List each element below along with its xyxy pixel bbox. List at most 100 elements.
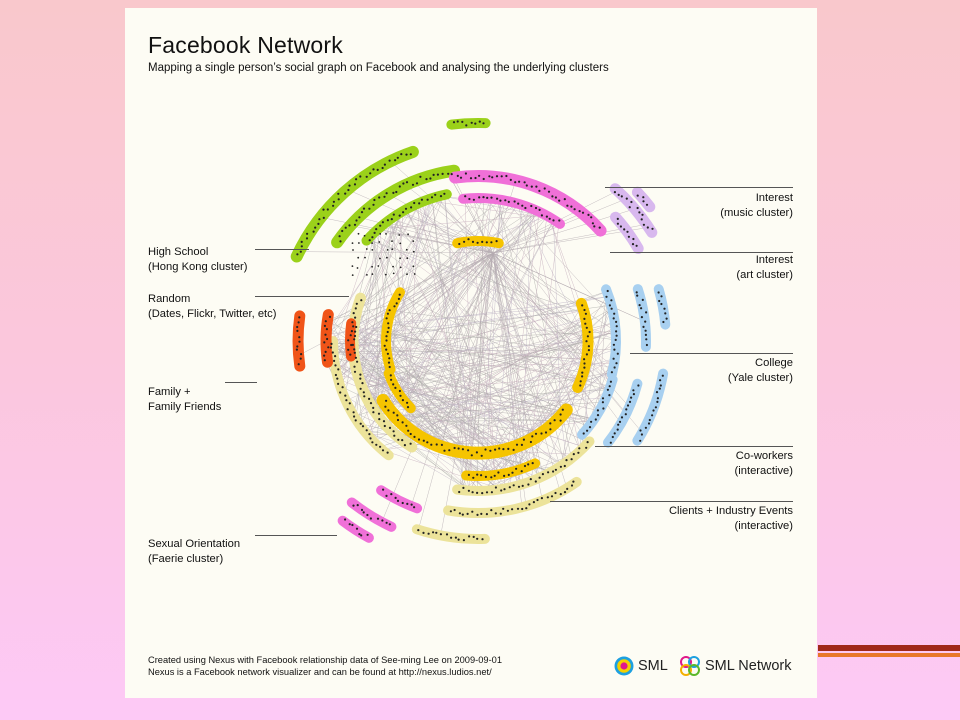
poster-subtitle: Mapping a single person’s social graph o…: [148, 62, 609, 74]
network-node: [512, 484, 515, 487]
network-node: [644, 333, 648, 336]
network-node: [395, 190, 398, 194]
network-node: [355, 302, 358, 305]
network-edge: [492, 252, 529, 465]
network-node: [524, 206, 527, 210]
network-node: [372, 411, 375, 414]
network-node: [299, 357, 302, 360]
network-edge: [369, 341, 587, 400]
network-node: [520, 470, 523, 473]
network-node: [364, 256, 366, 259]
network-node: [372, 406, 375, 409]
network-node: [665, 317, 668, 320]
network-node: [614, 338, 617, 341]
network-node: [615, 325, 618, 328]
network-node: [329, 346, 333, 349]
network-node: [615, 362, 618, 365]
network-node: [430, 196, 434, 199]
network-node: [531, 462, 534, 465]
network-node: [494, 512, 497, 515]
network-node: [507, 473, 510, 476]
network-edge: [389, 252, 494, 368]
network-node: [327, 346, 330, 349]
label-interest-music: Interest (music cluster): [720, 192, 793, 219]
network-node: [399, 394, 402, 397]
network-node: [381, 221, 384, 224]
network-node: [578, 447, 581, 450]
network-node: [609, 441, 612, 444]
network-node: [645, 343, 649, 347]
network-node: [490, 241, 493, 244]
network-node: [357, 256, 360, 259]
network-node: [570, 458, 573, 461]
network-node: [339, 391, 342, 394]
network-node: [544, 431, 548, 434]
cluster-arc-interest-music: [610, 211, 644, 254]
network-node: [642, 196, 645, 199]
network-edge: [342, 207, 537, 388]
network-node: [641, 213, 644, 216]
network-edge: [402, 399, 487, 478]
network-edge: [406, 239, 469, 403]
network-node: [328, 315, 332, 318]
network-node: [521, 204, 524, 207]
network-node: [602, 407, 605, 410]
cluster-arc-interest-music: [609, 183, 658, 238]
network-node: [508, 486, 511, 489]
network-node: [359, 387, 362, 390]
network-node: [587, 345, 590, 348]
network-node: [389, 374, 392, 377]
network-edge: [419, 203, 563, 410]
network-node: [591, 222, 594, 225]
network-node: [586, 429, 589, 432]
leader-high-school: [255, 249, 309, 250]
network-node: [520, 443, 523, 446]
network-node: [371, 441, 374, 444]
network-node: [355, 325, 358, 329]
network-node: [385, 233, 387, 235]
network-node: [406, 406, 410, 409]
network-node: [439, 533, 442, 536]
network-node: [353, 351, 356, 354]
label-sexual-orientation: Sexual Orientation (Faerie cluster): [148, 538, 241, 565]
network-edge: [398, 207, 537, 300]
network-edge: [486, 200, 501, 243]
network-node: [628, 206, 631, 209]
network-node: [386, 312, 389, 315]
network-edge: [369, 240, 499, 473]
network-node: [352, 325, 355, 328]
network-node: [298, 336, 301, 339]
network-node: [388, 357, 391, 360]
network-node: [469, 177, 473, 180]
network-node: [590, 216, 593, 219]
network-node: [503, 474, 506, 477]
network-node: [388, 426, 392, 429]
network-edge: [387, 309, 585, 333]
network-edge: [408, 318, 585, 431]
network-node: [471, 240, 475, 243]
network-node: [613, 312, 616, 315]
network-node: [636, 294, 639, 297]
cluster-arc-college: [632, 284, 651, 352]
network-node: [379, 224, 382, 227]
network-node: [435, 443, 438, 446]
network-edge: [468, 305, 583, 491]
network-node: [640, 316, 644, 319]
network-node: [401, 421, 404, 424]
network-node: [413, 201, 416, 205]
network-node: [324, 350, 327, 353]
network-edge: [444, 193, 472, 456]
network-edge: [400, 331, 617, 396]
network-node: [584, 322, 587, 325]
network-node: [358, 533, 361, 536]
network-node: [369, 517, 372, 520]
network-edge: [332, 352, 388, 354]
network-node: [480, 454, 483, 457]
network-node: [448, 449, 451, 452]
network-node: [658, 299, 661, 303]
network-node: [644, 426, 648, 429]
network-edge: [351, 252, 494, 332]
network-node: [587, 213, 590, 216]
network-node: [608, 304, 611, 307]
network-node: [497, 471, 500, 474]
